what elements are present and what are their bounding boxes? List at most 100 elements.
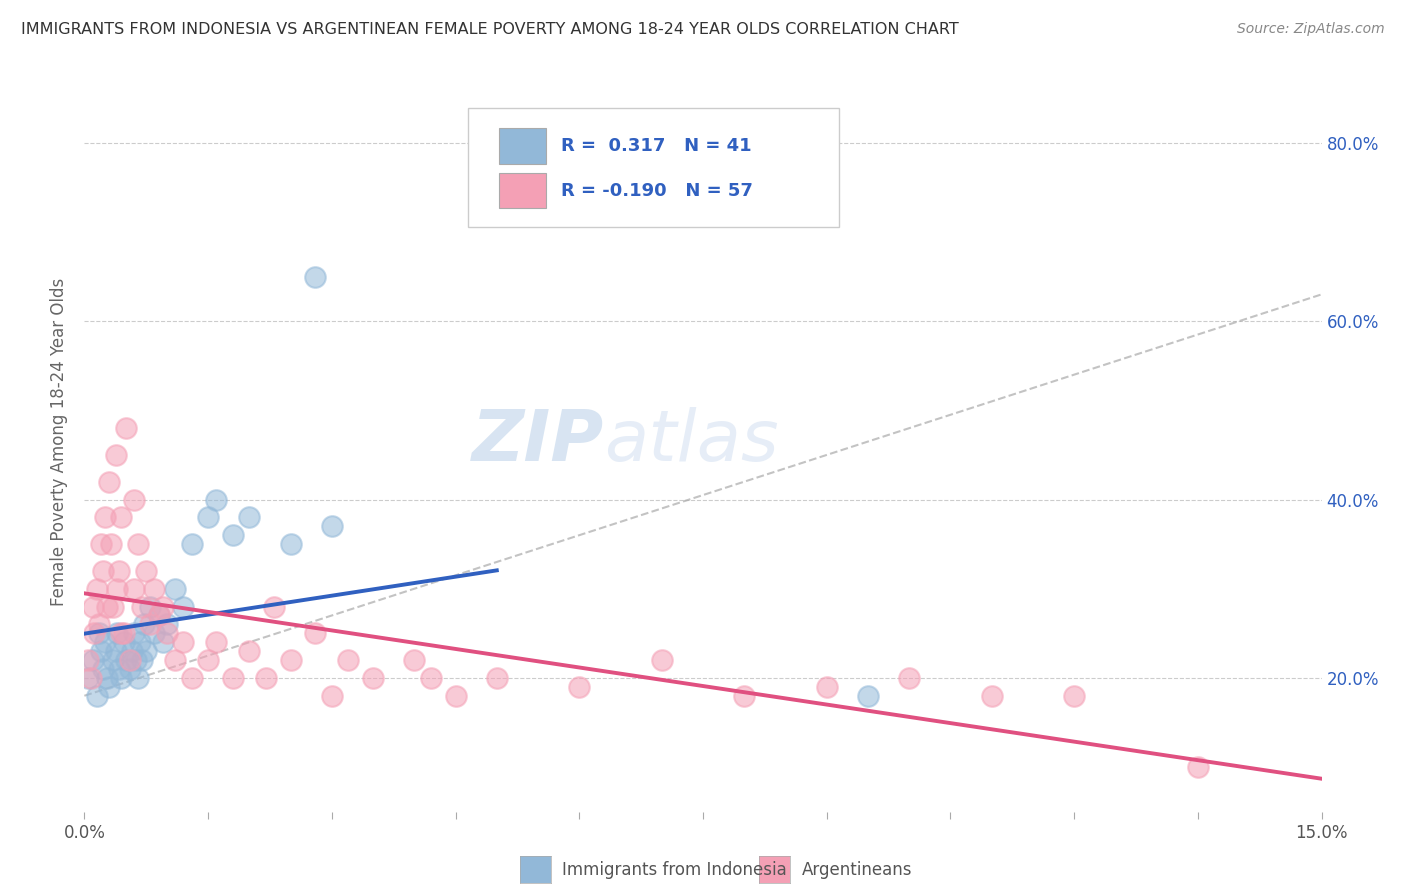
Point xyxy=(122,626,145,640)
Text: atlas: atlas xyxy=(605,407,779,476)
Point xyxy=(321,519,343,533)
Point xyxy=(132,617,155,632)
Point xyxy=(165,582,187,596)
Point xyxy=(90,644,112,658)
Point xyxy=(80,671,103,685)
Point xyxy=(156,626,179,640)
Point xyxy=(103,599,125,614)
Point xyxy=(86,582,108,596)
Point xyxy=(83,626,105,640)
Point xyxy=(90,537,112,551)
Point xyxy=(96,671,118,685)
Text: Argentineans: Argentineans xyxy=(801,861,912,879)
Point xyxy=(815,680,838,694)
Point xyxy=(222,528,245,542)
Point xyxy=(103,653,125,667)
Point xyxy=(898,671,921,685)
Point xyxy=(118,662,141,676)
Point xyxy=(280,537,302,551)
FancyBboxPatch shape xyxy=(499,128,546,164)
Point xyxy=(96,599,118,614)
Point xyxy=(121,644,143,658)
Point xyxy=(114,421,136,435)
Point xyxy=(122,492,145,507)
Point xyxy=(127,671,149,685)
Point xyxy=(337,653,360,667)
Point xyxy=(172,599,194,614)
Point xyxy=(485,671,508,685)
Point xyxy=(98,475,121,489)
Point xyxy=(304,269,326,284)
Point xyxy=(139,599,162,614)
Point xyxy=(127,537,149,551)
Point xyxy=(108,662,131,676)
Point xyxy=(105,582,128,596)
Point xyxy=(124,653,146,667)
Point xyxy=(361,671,384,685)
Point xyxy=(105,626,128,640)
Point xyxy=(82,599,104,614)
Point xyxy=(135,644,157,658)
Point xyxy=(156,617,179,632)
Point xyxy=(91,662,114,676)
Point xyxy=(180,537,202,551)
Point xyxy=(89,626,111,640)
Point xyxy=(114,653,136,667)
Point xyxy=(651,653,673,667)
Point xyxy=(86,689,108,703)
Point xyxy=(100,537,122,551)
Point xyxy=(254,671,277,685)
Point xyxy=(856,689,879,703)
Text: Immigrants from Indonesia: Immigrants from Indonesia xyxy=(562,861,787,879)
Point xyxy=(104,448,127,462)
Point xyxy=(135,564,157,578)
Point xyxy=(1187,760,1209,774)
Point xyxy=(94,635,117,649)
Point xyxy=(172,635,194,649)
Point xyxy=(77,653,100,667)
Point xyxy=(1063,689,1085,703)
Point xyxy=(148,608,170,623)
Point xyxy=(110,671,132,685)
Text: ZIP: ZIP xyxy=(472,407,605,476)
Point xyxy=(94,510,117,524)
Point xyxy=(122,582,145,596)
Point xyxy=(980,689,1002,703)
Point xyxy=(205,492,228,507)
Point xyxy=(419,671,441,685)
Point xyxy=(110,626,132,640)
Point xyxy=(89,617,111,632)
Point xyxy=(304,626,326,640)
Point xyxy=(104,644,127,658)
Point xyxy=(568,680,591,694)
Point xyxy=(108,564,131,578)
Point xyxy=(733,689,755,703)
Point xyxy=(180,671,202,685)
Point xyxy=(112,635,135,649)
Point xyxy=(98,680,121,694)
Point xyxy=(131,653,153,667)
Point xyxy=(444,689,467,703)
Point xyxy=(91,564,114,578)
Text: R =  0.317   N = 41: R = 0.317 N = 41 xyxy=(561,137,751,155)
Point xyxy=(263,599,285,614)
Text: Source: ZipAtlas.com: Source: ZipAtlas.com xyxy=(1237,22,1385,37)
Point xyxy=(131,599,153,614)
Point xyxy=(129,635,152,649)
Point xyxy=(152,599,174,614)
Text: R = -0.190   N = 57: R = -0.190 N = 57 xyxy=(561,182,752,200)
Point xyxy=(152,635,174,649)
Point xyxy=(143,582,166,596)
Point xyxy=(197,510,219,524)
Point xyxy=(238,644,260,658)
Point xyxy=(165,653,187,667)
Y-axis label: Female Poverty Among 18-24 Year Olds: Female Poverty Among 18-24 Year Olds xyxy=(51,277,69,606)
Text: IMMIGRANTS FROM INDONESIA VS ARGENTINEAN FEMALE POVERTY AMONG 18-24 YEAR OLDS CO: IMMIGRANTS FROM INDONESIA VS ARGENTINEAN… xyxy=(21,22,959,37)
Point xyxy=(82,653,104,667)
FancyBboxPatch shape xyxy=(468,108,839,227)
Point xyxy=(222,671,245,685)
FancyBboxPatch shape xyxy=(499,173,546,209)
Point xyxy=(77,671,100,685)
Point xyxy=(139,617,162,632)
Point xyxy=(238,510,260,524)
